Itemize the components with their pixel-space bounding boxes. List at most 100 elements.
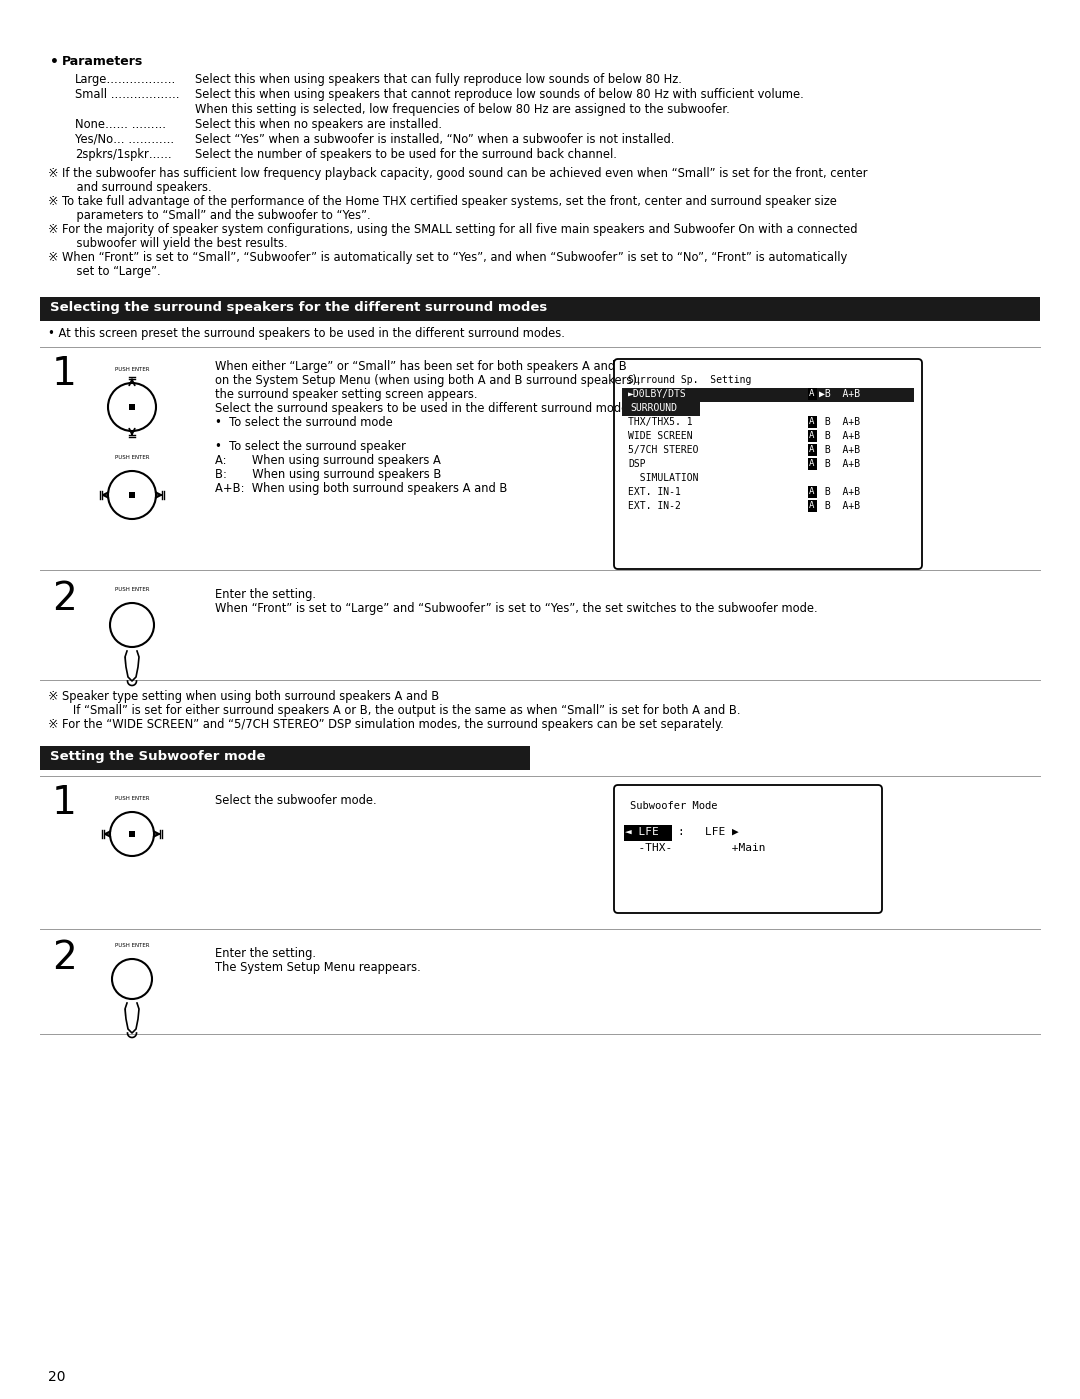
Text: A: A xyxy=(809,389,814,397)
Bar xyxy=(808,388,816,400)
Text: DSP: DSP xyxy=(627,459,646,469)
Text: EXT. IN-2: EXT. IN-2 xyxy=(627,501,680,511)
Text: PUSH ENTER: PUSH ENTER xyxy=(114,796,149,802)
Text: Yes/No… …………: Yes/No… ………… xyxy=(75,133,174,145)
Text: PUSH ENTER: PUSH ENTER xyxy=(114,588,149,592)
Bar xyxy=(808,443,816,456)
Text: B  A+B: B A+B xyxy=(819,445,860,455)
Text: Selecting the surround speakers for the different surround modes: Selecting the surround speakers for the … xyxy=(50,301,548,313)
Text: B  A+B: B A+B xyxy=(819,417,860,427)
Text: Enter the setting.: Enter the setting. xyxy=(215,588,316,602)
Text: Speaker type setting when using both surround speakers A and B: Speaker type setting when using both sur… xyxy=(62,690,440,704)
Text: A: A xyxy=(809,459,814,469)
Text: :   LFE ▶: : LFE ▶ xyxy=(678,827,739,837)
Bar xyxy=(618,789,878,909)
Text: A: A xyxy=(809,501,814,511)
Text: ►D0LBY/DTS: ►D0LBY/DTS xyxy=(627,389,687,399)
Text: ※: ※ xyxy=(48,690,58,704)
Text: 2: 2 xyxy=(52,939,77,977)
Text: •  To select the surround mode: • To select the surround mode xyxy=(215,416,393,429)
Bar xyxy=(622,402,700,416)
Text: SURROUND: SURROUND xyxy=(630,403,677,413)
Text: If “Small” is set for either surround speakers A or B, the output is the same as: If “Small” is set for either surround sp… xyxy=(62,704,741,718)
Bar xyxy=(618,362,918,565)
Text: •  To select the surround speaker: • To select the surround speaker xyxy=(215,441,406,453)
Text: Small ………………: Small ……………… xyxy=(75,88,179,101)
Text: PUSH ENTER: PUSH ENTER xyxy=(114,455,149,460)
Text: THX/THX5. 1: THX/THX5. 1 xyxy=(627,417,692,427)
Text: If the subwoofer has sufficient low frequency playback capacity, good sound can : If the subwoofer has sufficient low freq… xyxy=(62,166,867,180)
Text: subwoofer will yield the best results.: subwoofer will yield the best results. xyxy=(62,236,287,250)
Bar xyxy=(622,388,914,402)
Text: EXT. IN-1: EXT. IN-1 xyxy=(627,487,680,497)
Text: PUSH ENTER: PUSH ENTER xyxy=(114,943,149,949)
Text: A: A xyxy=(809,445,814,455)
Text: Select the surround speakers to be used in the different surround modes.: Select the surround speakers to be used … xyxy=(215,402,638,416)
Text: The System Setup Menu reappears.: The System Setup Menu reappears. xyxy=(215,961,421,974)
Text: ※: ※ xyxy=(48,718,58,732)
Text: Surround Sp.  Setting: Surround Sp. Setting xyxy=(627,375,752,385)
Text: Large………………: Large……………… xyxy=(75,73,176,85)
Text: 1: 1 xyxy=(52,783,77,823)
Text: Subwoofer Mode: Subwoofer Mode xyxy=(630,802,717,811)
Text: A: A xyxy=(809,417,814,427)
Text: -THX-: -THX- xyxy=(625,844,672,853)
Text: A:       When using surround speakers A: A: When using surround speakers A xyxy=(215,455,441,467)
Text: the surround speaker setting screen appears.: the surround speaker setting screen appe… xyxy=(215,388,477,402)
Text: None…… ………: None…… ……… xyxy=(75,118,166,132)
Text: To take full advantage of the performance of the Home THX certified speaker syst: To take full advantage of the performanc… xyxy=(62,194,837,208)
Text: set to “Large”.: set to “Large”. xyxy=(62,264,161,278)
Text: 2spkrs/1spkr……: 2spkrs/1spkr…… xyxy=(75,148,172,161)
Text: ◄ LFE: ◄ LFE xyxy=(625,827,659,837)
Text: A: A xyxy=(809,431,814,441)
Bar xyxy=(808,485,816,498)
Text: When either “Large” or “Small” has been set for both speakers A and B: When either “Large” or “Small” has been … xyxy=(215,360,626,374)
Text: ※: ※ xyxy=(48,166,58,180)
Text: When “Front” is set to “Large” and “Subwoofer” is set to “Yes”, the set switches: When “Front” is set to “Large” and “Subw… xyxy=(215,602,818,616)
Text: B  A+B: B A+B xyxy=(819,501,860,511)
Text: Select this when using speakers that can fully reproduce low sounds of below 80 : Select this when using speakers that can… xyxy=(195,73,681,85)
Text: Parameters: Parameters xyxy=(62,55,144,69)
Text: WIDE SCREEN: WIDE SCREEN xyxy=(627,431,692,441)
Text: 5/7CH STEREO: 5/7CH STEREO xyxy=(627,445,699,455)
Bar xyxy=(40,297,1040,320)
Text: A+B:  When using both surround speakers A and B: A+B: When using both surround speakers A… xyxy=(215,483,508,495)
Text: PUSH ENTER: PUSH ENTER xyxy=(114,367,149,372)
Text: B  A+B: B A+B xyxy=(819,431,860,441)
Bar xyxy=(808,457,816,470)
Text: 1: 1 xyxy=(52,355,77,393)
Text: parameters to “Small” and the subwoofer to “Yes”.: parameters to “Small” and the subwoofer … xyxy=(62,208,370,222)
Bar xyxy=(808,429,816,442)
Text: B  A+B: B A+B xyxy=(819,487,860,497)
Text: ※: ※ xyxy=(48,250,58,264)
Text: •: • xyxy=(50,55,59,69)
Text: Select the subwoofer mode.: Select the subwoofer mode. xyxy=(215,795,377,807)
Bar xyxy=(129,404,135,410)
Text: For the “WIDE SCREEN” and “5/7CH STEREO” DSP simulation modes, the surround spea: For the “WIDE SCREEN” and “5/7CH STEREO”… xyxy=(62,718,724,732)
Text: A: A xyxy=(809,487,814,497)
Text: ▶B  A+B: ▶B A+B xyxy=(819,389,860,399)
Bar xyxy=(624,825,672,841)
Text: ※: ※ xyxy=(48,194,58,208)
Text: Setting the Subwoofer mode: Setting the Subwoofer mode xyxy=(50,750,266,762)
Text: SIMULATION: SIMULATION xyxy=(627,473,699,483)
Text: 20: 20 xyxy=(48,1370,66,1384)
Text: When “Front” is set to “Small”, “Subwoofer” is automatically set to “Yes”, and w: When “Front” is set to “Small”, “Subwoof… xyxy=(62,250,847,264)
Text: • At this screen preset the surround speakers to be used in the different surrou: • At this screen preset the surround spe… xyxy=(48,327,565,340)
Text: B:       When using surround speakers B: B: When using surround speakers B xyxy=(215,469,442,481)
Bar xyxy=(129,492,135,498)
Text: Select the number of speakers to be used for the surround back channel.: Select the number of speakers to be used… xyxy=(195,148,617,161)
Bar xyxy=(129,831,135,837)
Text: When this setting is selected, low frequencies of below 80 Hz are assigned to th: When this setting is selected, low frequ… xyxy=(195,104,730,116)
Text: Select this when no speakers are installed.: Select this when no speakers are install… xyxy=(195,118,442,132)
Text: B  A+B: B A+B xyxy=(819,459,860,469)
Text: Select “Yes” when a subwoofer is installed, “No” when a subwoofer is not install: Select “Yes” when a subwoofer is install… xyxy=(195,133,674,145)
Bar xyxy=(808,499,816,512)
Text: Enter the setting.: Enter the setting. xyxy=(215,947,316,960)
Text: 2: 2 xyxy=(52,581,77,618)
Text: Select this when using speakers that cannot reproduce low sounds of below 80 Hz : Select this when using speakers that can… xyxy=(195,88,804,101)
Text: For the majority of speaker system configurations, using the SMALL setting for a: For the majority of speaker system confi… xyxy=(62,222,858,236)
Text: on the System Setup Menu (when using both A and B surround speakers),: on the System Setup Menu (when using bot… xyxy=(215,374,640,388)
Text: +Main: +Main xyxy=(698,844,766,853)
Bar xyxy=(808,416,816,428)
